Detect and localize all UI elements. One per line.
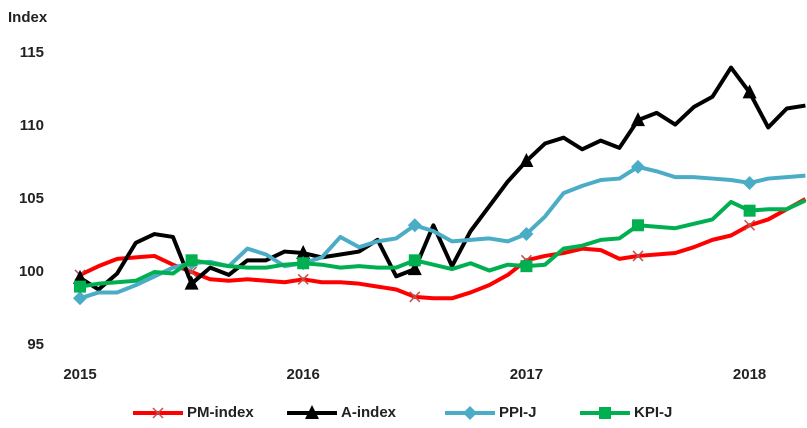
legend-item: KPI-J [580, 404, 672, 421]
legend-label: A-index [341, 404, 397, 421]
marker [409, 291, 421, 303]
legend-marker [152, 407, 164, 419]
legend-marker [463, 406, 477, 420]
legend-marker [599, 407, 611, 419]
y-tick-label: 115 [20, 44, 44, 61]
legend-label: PPI-J [499, 404, 537, 421]
y-axis-label: Index [8, 9, 48, 26]
marker [185, 254, 198, 267]
legend-item: A-index [287, 404, 397, 421]
marker [407, 261, 422, 276]
x-tick-label: 2017 [510, 366, 543, 383]
legend-label: PM-index [187, 404, 254, 421]
marker [520, 260, 533, 273]
marker [519, 153, 534, 168]
marker [73, 291, 87, 306]
series [74, 198, 807, 293]
marker [408, 254, 421, 267]
series-line [79, 198, 807, 289]
marker [407, 218, 422, 233]
x-tick-label: 2015 [63, 366, 96, 383]
x-tick-label: 2016 [287, 366, 320, 383]
marker [632, 219, 644, 232]
y-tick-label: 105 [19, 190, 44, 207]
marker [184, 275, 199, 290]
marker [742, 84, 757, 99]
marker [74, 280, 86, 293]
x-tick-label: 2018 [733, 366, 766, 383]
y-tick-label: 95 [27, 336, 44, 353]
marker [296, 245, 311, 260]
y-tick-label: 110 [20, 117, 44, 134]
legend-marker [305, 405, 319, 419]
marker [742, 175, 757, 190]
marker [519, 227, 534, 242]
marker [632, 250, 644, 262]
y-tick-label: 100 [19, 263, 44, 280]
marker [744, 219, 756, 231]
marker [631, 112, 645, 127]
marker [297, 257, 310, 270]
series-line [78, 65, 806, 292]
marker [743, 204, 756, 217]
legend-label: KPI-J [634, 404, 672, 421]
marker [297, 273, 309, 285]
series [74, 197, 807, 303]
marker [73, 269, 87, 284]
legend-item: PPI-J [445, 404, 537, 421]
marker [631, 159, 645, 174]
series [73, 65, 806, 292]
series [73, 159, 806, 306]
legend-item: PM-index [133, 404, 254, 421]
